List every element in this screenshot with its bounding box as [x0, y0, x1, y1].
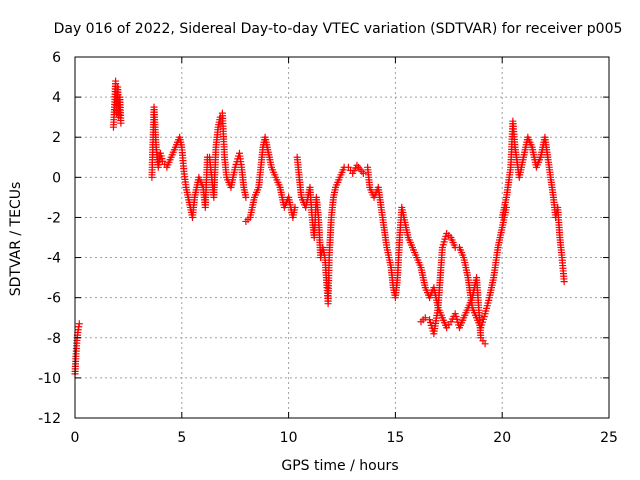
axes	[74, 56, 610, 419]
y-tick-label: 4	[52, 90, 61, 106]
x-tick-label: 5	[177, 430, 186, 446]
x-axis-label: GPS time / hours	[281, 458, 398, 474]
data-point	[117, 119, 125, 127]
y-axis-label: SDTVAR / TECUs	[8, 182, 24, 297]
x-tick-label: 20	[493, 430, 511, 446]
x-tick-label: 15	[386, 430, 404, 446]
x-tick-label: 10	[280, 430, 298, 446]
data-point	[242, 193, 250, 201]
data-point	[481, 340, 489, 348]
data-point	[359, 169, 367, 177]
data-point	[560, 278, 568, 286]
y-tick-label: -8	[47, 331, 61, 347]
y-tick-label: -2	[47, 210, 61, 226]
chart-title: Day 016 of 2022, Sidereal Day-to-day VTE…	[54, 21, 623, 37]
y-tick-label: -4	[47, 251, 61, 267]
plot-frame	[74, 56, 610, 419]
y-tick-label: 2	[52, 130, 61, 146]
data-point	[291, 203, 299, 211]
y-tick-label: 6	[52, 50, 61, 66]
y-tick-label: -6	[47, 291, 61, 307]
y-tick-label: -10	[38, 371, 61, 387]
y-tick-label: 0	[52, 170, 61, 186]
x-tick-label: 0	[71, 430, 80, 446]
y-tick-label: -12	[38, 411, 61, 427]
grid-lines	[75, 57, 609, 418]
x-tick-label: 25	[600, 430, 618, 446]
data-point	[421, 314, 429, 322]
tick-labels: 0 5 10 15 20 25 -12 -10 -8 -6 -4 -2 0 2 4 6	[38, 50, 618, 446]
data-points	[71, 77, 568, 378]
data-point	[75, 320, 83, 328]
